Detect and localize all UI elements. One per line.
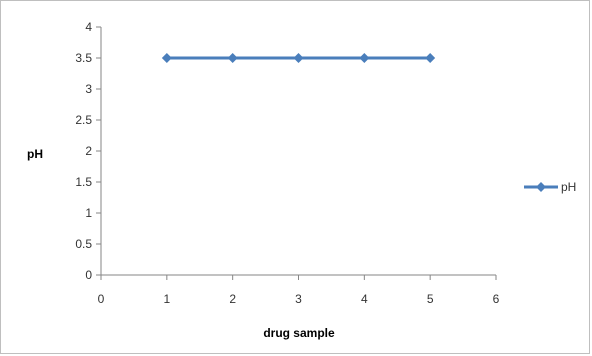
x-tick-label: 5 xyxy=(427,292,434,306)
y-tick-label: 1 xyxy=(85,206,92,220)
data-point-marker xyxy=(227,53,238,63)
data-point-marker xyxy=(293,53,304,63)
data-point-marker xyxy=(161,53,172,63)
y-tick-label: 1.5 xyxy=(75,175,92,189)
legend-marker-diamond-icon xyxy=(536,182,546,192)
y-tick-label: 4 xyxy=(85,20,92,34)
x-tick-label: 1 xyxy=(163,292,170,306)
x-tick-label: 3 xyxy=(295,292,302,306)
x-tick-label: 0 xyxy=(98,292,105,306)
y-axis-title: pH xyxy=(27,147,43,161)
y-tick-label: 0 xyxy=(85,268,92,282)
data-point-marker xyxy=(425,53,436,63)
y-axis-ticks: 0 0.5 1 1.5 2 2.5 3 3.5 4 xyxy=(75,20,101,282)
data-point-marker xyxy=(359,53,370,63)
y-tick-label: 3.5 xyxy=(75,51,92,65)
x-tick-label: 4 xyxy=(361,292,368,306)
x-axis-ticks: 0 1 2 3 4 5 6 xyxy=(98,275,500,306)
y-tick-label: 2 xyxy=(85,144,92,158)
x-tick-label: 6 xyxy=(493,292,500,306)
x-axis-title: drug sample xyxy=(263,326,335,340)
legend-label: pH xyxy=(561,180,576,194)
legend: pH xyxy=(524,180,576,194)
x-tick-label: 2 xyxy=(229,292,236,306)
y-tick-label: 0.5 xyxy=(75,237,92,251)
y-tick-label: 3 xyxy=(85,82,92,96)
series-layer xyxy=(161,53,436,63)
y-tick-label: 2.5 xyxy=(75,113,92,127)
